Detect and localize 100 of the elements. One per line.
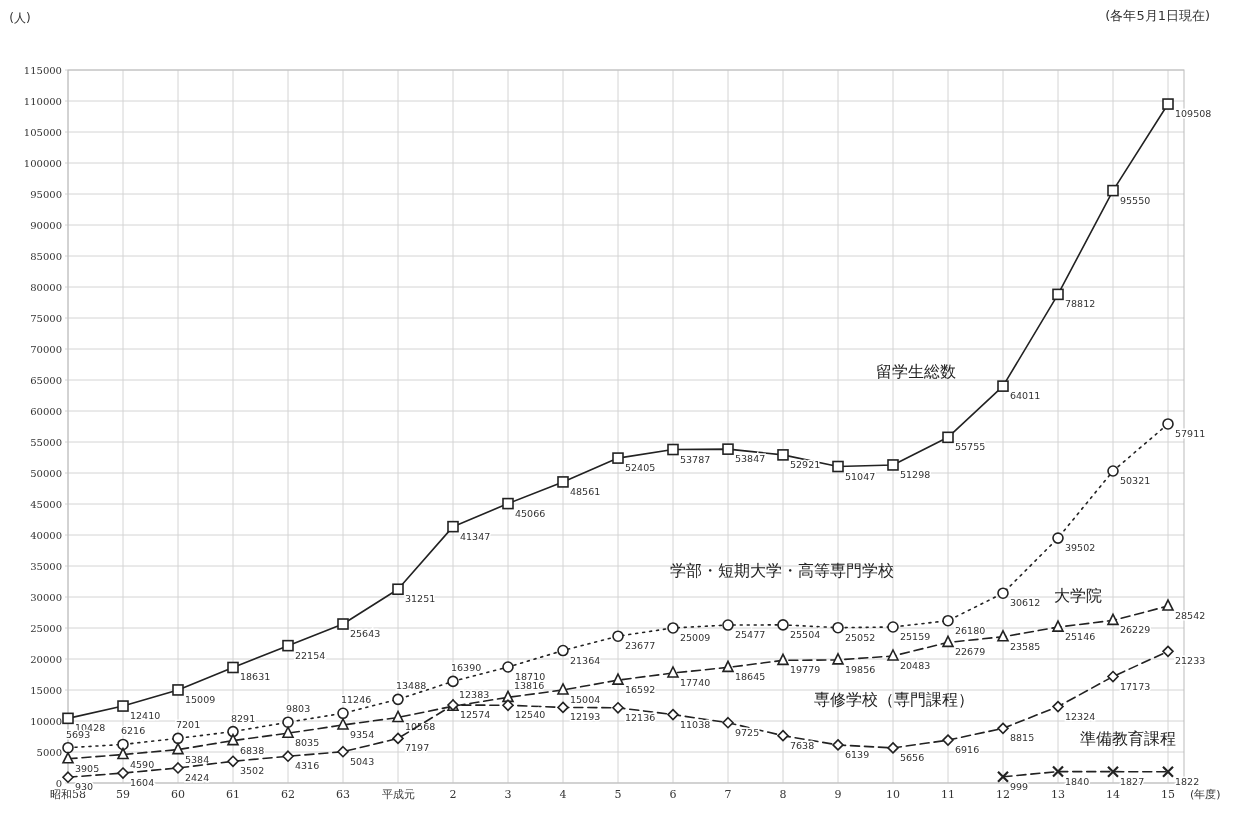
data-label: 1827 [1120, 775, 1145, 787]
data-label: 8291 [231, 712, 256, 724]
point [172, 684, 184, 696]
data-label: 7197 [405, 742, 430, 754]
point [337, 718, 349, 730]
y-axis-title: (人) [9, 11, 31, 25]
y-tick-label: 60000 [30, 406, 62, 417]
point [667, 622, 679, 634]
point [447, 520, 459, 533]
data-label: 22679 [955, 646, 986, 658]
y-tick-label: 25000 [30, 623, 62, 634]
point [667, 708, 679, 721]
data-label: 21364 [570, 654, 601, 666]
data-label: 1840 [1065, 775, 1090, 787]
point [337, 618, 349, 630]
point [942, 734, 954, 746]
data-label: 11038 [680, 718, 711, 730]
data-label: 17173 [1120, 680, 1151, 692]
text: 学部・短期大学・高等専門学校 [670, 561, 895, 581]
y-tick-label: 75000 [30, 313, 62, 324]
point [1052, 532, 1064, 544]
x-tick-label: 11 [941, 788, 955, 801]
point [777, 653, 789, 666]
x-tick-label: 5 [614, 788, 622, 801]
data-label: 1822 [1175, 775, 1200, 787]
point [282, 750, 294, 763]
data-label: 12540 [515, 709, 546, 721]
point [832, 739, 844, 751]
x-tick-label: 6 [669, 788, 677, 801]
point [777, 449, 789, 461]
point [117, 747, 129, 760]
point [1052, 288, 1064, 301]
point [392, 583, 404, 596]
data-label: 13816 [514, 680, 545, 692]
y-tick-label: 70000 [30, 344, 62, 355]
point [1107, 670, 1119, 683]
point [227, 733, 239, 746]
data-label: 78812 [1065, 298, 1096, 310]
data-label: 26180 [955, 624, 986, 636]
y-tick-label: 35000 [30, 561, 62, 572]
x-tick-label: 3 [504, 788, 512, 801]
x-tick-label: 62 [281, 788, 295, 801]
data-label: 21233 [1175, 655, 1206, 667]
point [1162, 98, 1174, 110]
data-label: 12136 [625, 711, 656, 723]
point [722, 716, 734, 729]
data-label: 1604 [130, 777, 155, 789]
point [1052, 620, 1064, 632]
point [392, 693, 404, 706]
data-label: 25159 [900, 631, 931, 642]
x-tick-label: 63 [336, 788, 350, 801]
data-label: 7638 [790, 739, 815, 751]
x-axis-title: (年度) [1190, 788, 1221, 801]
point [612, 452, 624, 464]
data-label: 9803 [286, 703, 311, 715]
point [887, 459, 899, 471]
x-tick-label: 12 [996, 788, 1010, 801]
y-tick-label: 85000 [30, 251, 62, 262]
point [282, 726, 294, 738]
data-label: 57911 [1175, 427, 1206, 439]
data-label: 20483 [900, 660, 931, 671]
series-label: 大学院 [1053, 586, 1102, 606]
data-label: 8815 [1010, 732, 1035, 744]
point [777, 729, 789, 742]
data-label: 23585 [1010, 640, 1041, 652]
data-label: 13488 [396, 680, 427, 692]
data-label: 55755 [955, 441, 986, 453]
data-label: 25504 [790, 628, 821, 640]
series-label: 専修学校（専門課程） [813, 689, 974, 709]
point [227, 755, 239, 768]
data-label: 25643 [350, 628, 381, 639]
point [1161, 765, 1175, 778]
data-label: 6916 [955, 744, 980, 756]
data-label: 95550 [1120, 194, 1151, 206]
data-label: 5656 [900, 751, 925, 763]
data-label: 48561 [570, 485, 601, 497]
point [1106, 765, 1120, 778]
point [667, 443, 679, 456]
data-label: 5384 [185, 753, 210, 765]
y-tick-label: 20000 [30, 654, 62, 665]
point [722, 443, 734, 455]
data-label: 12410 [130, 710, 161, 722]
point [557, 701, 569, 714]
point [887, 621, 899, 633]
y-tick-label: 50000 [30, 468, 62, 479]
data-label: 12193 [570, 711, 601, 723]
point [1051, 765, 1065, 778]
data-label: 25009 [680, 631, 711, 643]
point [502, 699, 514, 712]
point [997, 722, 1009, 735]
x-tick-label: 2 [449, 788, 457, 801]
x-tick-label: 平成元 [381, 788, 415, 801]
y-tick-label: 90000 [30, 220, 62, 231]
point [997, 587, 1009, 600]
point [502, 661, 514, 673]
data-label: 53847 [735, 453, 766, 465]
data-label: 16592 [625, 684, 656, 696]
data-label: 12574 [460, 709, 491, 721]
point [337, 745, 349, 758]
data-label: 50321 [1120, 475, 1151, 486]
